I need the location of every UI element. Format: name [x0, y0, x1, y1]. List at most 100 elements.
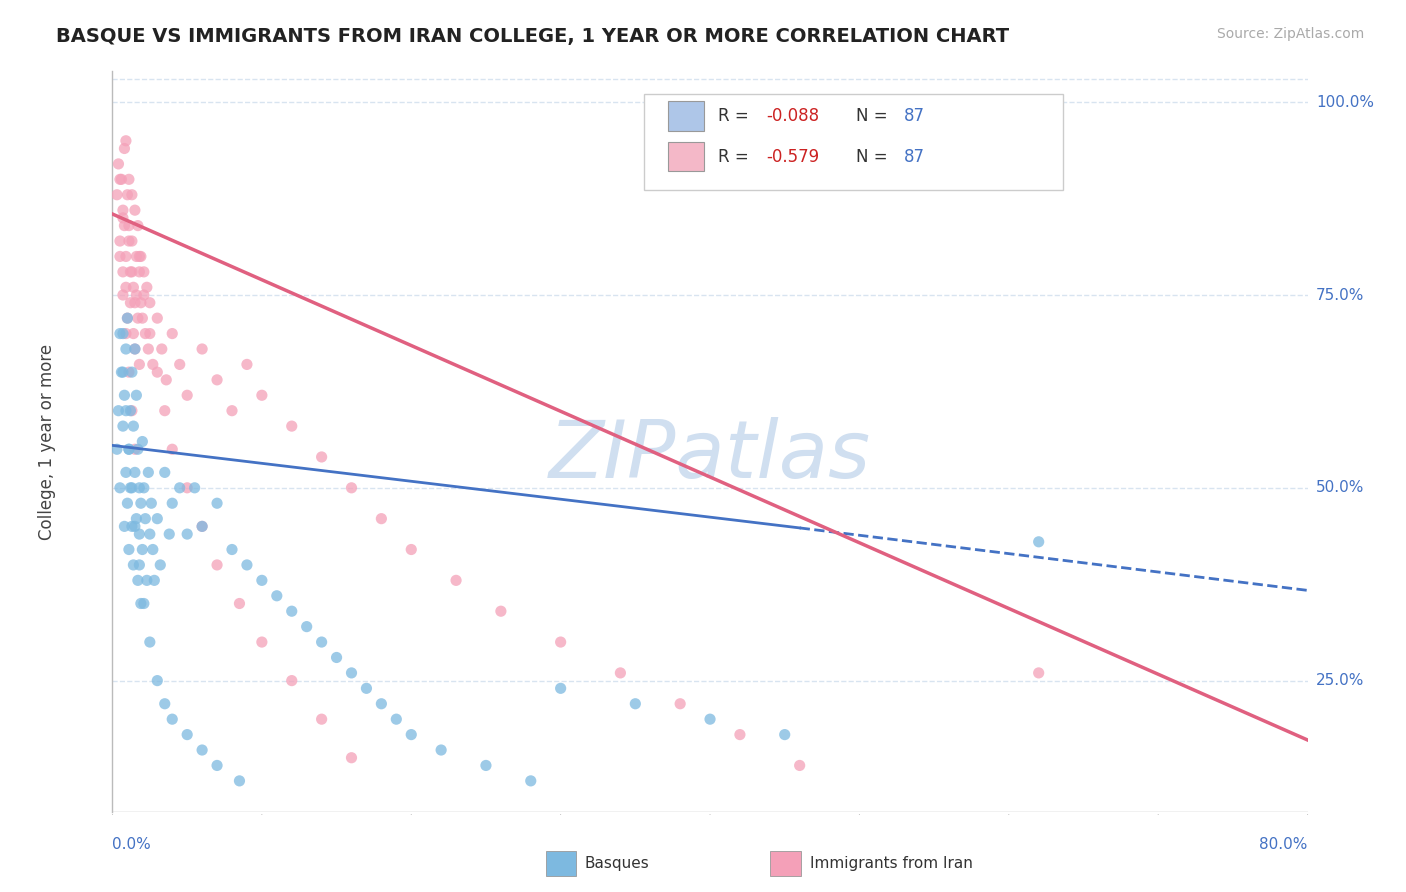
Point — [127, 311, 149, 326]
Point — [728, 728, 751, 742]
Point — [311, 635, 333, 649]
Point — [183, 481, 205, 495]
Point — [115, 466, 138, 480]
Point — [129, 295, 152, 310]
Point — [127, 442, 149, 457]
Text: Source: ZipAtlas.com: Source: ZipAtlas.com — [1216, 27, 1364, 41]
Point — [295, 620, 318, 634]
Point — [122, 419, 145, 434]
Point — [120, 265, 142, 279]
FancyBboxPatch shape — [644, 94, 1063, 190]
Point — [669, 697, 692, 711]
Point — [176, 481, 198, 495]
Text: 0.0%: 0.0% — [112, 837, 152, 852]
Point — [111, 365, 134, 379]
Point — [176, 527, 198, 541]
Point — [176, 388, 198, 402]
Point — [117, 311, 139, 326]
Point — [191, 743, 214, 757]
Point — [115, 280, 138, 294]
Point — [150, 342, 173, 356]
Point — [121, 265, 143, 279]
Point — [111, 265, 134, 279]
Point — [131, 311, 153, 326]
Point — [141, 496, 163, 510]
Point — [153, 697, 176, 711]
Point — [127, 574, 149, 588]
Point — [340, 665, 363, 680]
Point — [105, 442, 128, 457]
Point — [146, 511, 169, 525]
Point — [132, 481, 155, 495]
Point — [124, 342, 146, 356]
Point — [142, 542, 165, 557]
Text: N =: N = — [856, 147, 893, 166]
Point — [430, 743, 453, 757]
Point — [609, 665, 631, 680]
Point — [127, 219, 149, 233]
Point — [1028, 534, 1050, 549]
Point — [520, 773, 543, 788]
Point — [139, 527, 162, 541]
Point — [205, 558, 228, 572]
Point — [118, 172, 141, 186]
Point — [129, 597, 152, 611]
Point — [122, 326, 145, 341]
Point — [124, 295, 146, 310]
Point — [311, 450, 333, 464]
Point — [134, 511, 156, 525]
Point — [121, 481, 143, 495]
Point — [125, 511, 148, 525]
Point — [135, 574, 157, 588]
Point — [128, 265, 150, 279]
Point — [149, 558, 172, 572]
Point — [789, 758, 811, 772]
Point — [325, 650, 347, 665]
Point — [121, 187, 143, 202]
Point — [124, 203, 146, 218]
Point — [122, 280, 145, 294]
Point — [228, 773, 250, 788]
Point — [121, 403, 143, 417]
Point — [139, 326, 162, 341]
Text: Immigrants from Iran: Immigrants from Iran — [810, 856, 973, 871]
Point — [121, 234, 143, 248]
Point — [143, 574, 166, 588]
Point — [191, 342, 214, 356]
Point — [128, 558, 150, 572]
Point — [146, 673, 169, 688]
Text: N =: N = — [856, 107, 893, 125]
Point — [115, 342, 138, 356]
Text: -0.088: -0.088 — [766, 107, 820, 125]
Point — [129, 496, 152, 510]
Point — [205, 496, 228, 510]
Point — [162, 496, 183, 510]
Point — [134, 326, 156, 341]
Point — [124, 519, 146, 533]
Text: R =: R = — [718, 147, 755, 166]
Point — [266, 589, 288, 603]
Point — [169, 481, 191, 495]
Point — [121, 519, 143, 533]
Text: Basques: Basques — [585, 856, 650, 871]
Point — [191, 519, 214, 533]
Point — [128, 358, 150, 372]
Point — [132, 597, 155, 611]
Point — [340, 481, 363, 495]
Point — [699, 712, 721, 726]
Point — [132, 265, 155, 279]
Point — [138, 466, 160, 480]
Point — [107, 403, 129, 417]
Text: R =: R = — [718, 107, 755, 125]
Point — [281, 673, 304, 688]
Point — [120, 481, 142, 495]
Point — [221, 403, 243, 417]
Point — [120, 403, 142, 417]
Bar — [668, 101, 704, 130]
Point — [401, 728, 423, 742]
Point — [108, 250, 131, 264]
Point — [385, 712, 408, 726]
Point — [110, 172, 132, 186]
Point — [146, 311, 169, 326]
Point — [550, 635, 572, 649]
